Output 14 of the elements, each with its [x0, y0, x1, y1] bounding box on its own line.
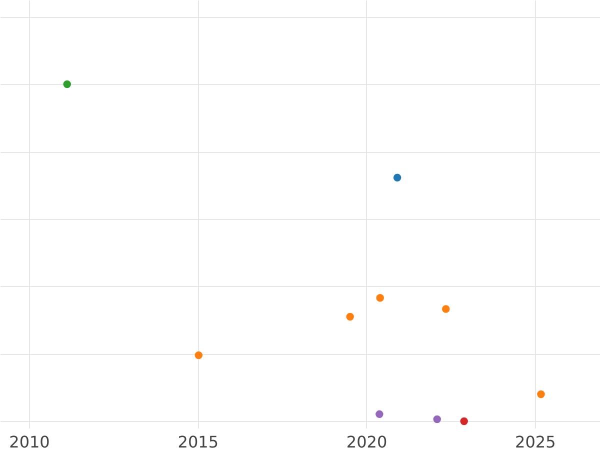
point [537, 390, 545, 398]
x-tick-label: 2025 [515, 432, 556, 450]
point [194, 351, 203, 360]
point [393, 174, 402, 182]
point [346, 312, 354, 321]
point [63, 80, 71, 88]
x-tick-label: 2010 [9, 432, 50, 450]
x-tick-label: 2015 [178, 432, 218, 450]
point [442, 305, 450, 313]
point [460, 417, 468, 426]
x-tick-label: 2020 [346, 432, 388, 450]
point [376, 294, 384, 302]
point [433, 415, 441, 424]
point [376, 410, 384, 418]
